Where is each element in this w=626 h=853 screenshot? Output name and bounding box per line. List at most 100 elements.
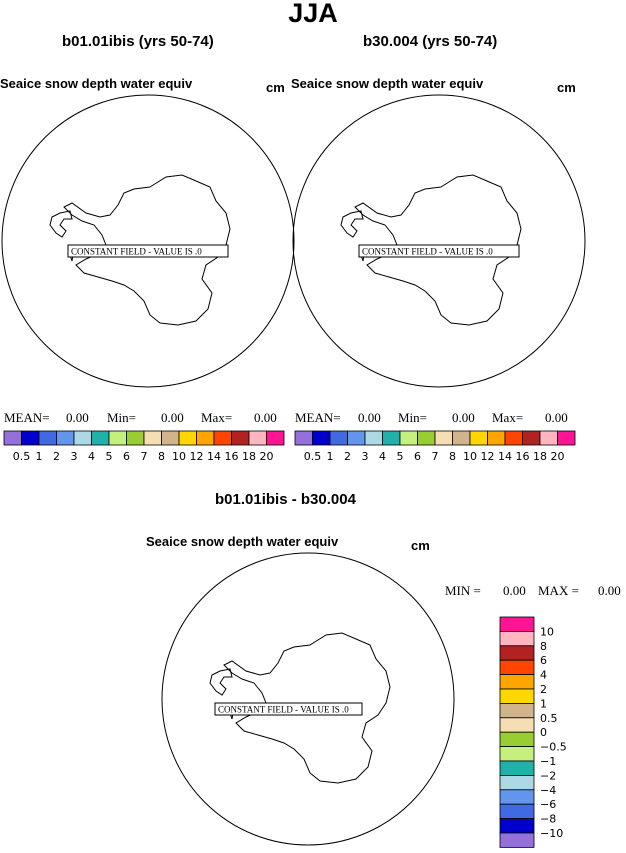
colorbar-swatch bbox=[487, 430, 506, 446]
colorbar-swatch bbox=[91, 430, 110, 446]
colorbar-swatch bbox=[329, 430, 348, 446]
colorbar-swatch bbox=[499, 703, 535, 719]
diff-min-value: 0.00 bbox=[503, 583, 526, 598]
constant-field-label: CONSTANT FIELD - VALUE IS .0 bbox=[67, 244, 229, 258]
colorbar-swatch bbox=[452, 430, 471, 446]
map-boundary-circle bbox=[292, 94, 586, 388]
constant-field-label: CONSTANT FIELD - VALUE IS .0 bbox=[358, 244, 520, 258]
colorbar-tick-label: 10 bbox=[172, 450, 186, 463]
panel-2-max-label: Max= bbox=[492, 410, 524, 425]
colorbar-tick-label: 14 bbox=[498, 450, 512, 463]
panel-2-mean-value: 0.00 bbox=[358, 410, 381, 425]
colorbar-tick-label: 20 bbox=[551, 450, 565, 463]
panel-1-min-label: Min= bbox=[107, 410, 137, 425]
colorbar-swatch bbox=[499, 803, 535, 819]
svg-text:CONSTANT FIELD - VALUE IS .0: CONSTANT FIELD - VALUE IS .0 bbox=[218, 705, 349, 715]
colorbar-tick-label: 7 bbox=[432, 450, 439, 463]
colorbar-swatch bbox=[499, 789, 535, 805]
colorbar-tick-label: 2 bbox=[53, 450, 60, 463]
colorbar-tick-label: 20 bbox=[260, 450, 274, 463]
colorbar-swatch bbox=[499, 616, 535, 632]
colorbar-tick-label: 6 bbox=[123, 450, 130, 463]
colorbar-swatch bbox=[499, 746, 535, 762]
colorbar-tick-label: 16 bbox=[516, 450, 530, 463]
panel-2-min-label: Min= bbox=[398, 410, 428, 425]
colorbar-tick-label: 1 bbox=[540, 697, 547, 710]
diff-panel-field-label: Seaice snow depth water equiv bbox=[146, 534, 339, 549]
panel-2-field-label: Seaice snow depth water equiv bbox=[291, 76, 484, 91]
diff-max-label: MAX = bbox=[538, 583, 579, 598]
colorbar-swatch bbox=[504, 430, 523, 446]
colorbar-tick-label: 12 bbox=[190, 450, 204, 463]
colorbar-swatch bbox=[196, 430, 215, 446]
panel-1-units: cm bbox=[266, 80, 285, 95]
panel-1-colorbar: 0.5 1 2 3 4 5 6 7 8 10 12 14 16 18 20 bbox=[3, 430, 285, 463]
colorbar-swatch bbox=[248, 430, 267, 446]
colorbar-tick-label: −8 bbox=[540, 813, 556, 826]
colorbar-tick-label: 0 bbox=[540, 726, 547, 739]
colorbar-tick-label: 3 bbox=[71, 450, 78, 463]
colorbar-swatch bbox=[499, 774, 535, 791]
colorbar-swatch bbox=[499, 659, 535, 676]
colorbar-swatch bbox=[364, 430, 383, 446]
colorbar-tick-label: −4 bbox=[540, 784, 556, 797]
colorbar-swatch bbox=[499, 818, 535, 834]
colorbar-swatch bbox=[126, 430, 145, 446]
panel-2-units: cm bbox=[557, 80, 576, 95]
colorbar-tick-label: 3 bbox=[362, 450, 369, 463]
colorbar-swatch bbox=[399, 430, 418, 446]
colorbar-swatch bbox=[469, 430, 488, 446]
svg-text:CONSTANT FIELD - VALUE IS .0: CONSTANT FIELD - VALUE IS .0 bbox=[71, 247, 202, 257]
colorbar-swatch bbox=[231, 430, 250, 446]
panel-1-title: b01.01ibis (yrs 50-74) bbox=[62, 33, 214, 50]
colorbar-swatch bbox=[417, 430, 436, 446]
colorbar-tick-label: 8 bbox=[158, 450, 165, 463]
colorbar-swatch bbox=[499, 832, 535, 848]
colorbar-tick-label: 4 bbox=[379, 450, 386, 463]
colorbar-tick-label: −6 bbox=[540, 798, 556, 811]
colorbar-swatch bbox=[56, 430, 75, 446]
colorbar-swatch bbox=[557, 430, 576, 446]
colorbar-swatch bbox=[38, 430, 57, 446]
colorbar-swatch bbox=[499, 688, 535, 704]
colorbar-tick-label: 8 bbox=[449, 450, 456, 463]
colorbar-swatch bbox=[499, 630, 535, 647]
colorbar-swatch bbox=[73, 430, 92, 446]
colorbar-swatch bbox=[434, 430, 453, 446]
colorbar-swatch bbox=[213, 430, 232, 446]
colorbar-swatch bbox=[161, 430, 180, 446]
colorbar-tick-label: 18 bbox=[533, 450, 547, 463]
panel-2-max-value: 0.00 bbox=[545, 410, 568, 425]
colorbar-tick-label: 10 bbox=[463, 450, 477, 463]
colorbar-tick-label: 5 bbox=[397, 450, 404, 463]
colorbar-swatch bbox=[266, 430, 285, 446]
diff-panel-units: cm bbox=[411, 538, 430, 553]
panel-1-max-label: Max= bbox=[201, 410, 233, 425]
colorbar-tick-label: 18 bbox=[242, 450, 256, 463]
map-boundary-circle bbox=[1, 94, 295, 388]
colorbar-tick-label: −1 bbox=[540, 755, 556, 768]
panel-1-field-label: Seaice snow depth water equiv bbox=[0, 76, 193, 91]
colorbar-swatch bbox=[499, 731, 535, 747]
colorbar-swatch bbox=[312, 430, 331, 446]
colorbar-swatch bbox=[499, 760, 535, 776]
colorbar-swatch bbox=[539, 430, 558, 446]
svg-text:CONSTANT FIELD - VALUE IS .0: CONSTANT FIELD - VALUE IS .0 bbox=[362, 247, 493, 257]
colorbar-tick-label: 1 bbox=[36, 450, 43, 463]
diff-colorbar: 10 86 421 0.50 −0.5−1−2 −4−6 −8−10 bbox=[499, 616, 567, 848]
colorbar-swatch bbox=[178, 430, 197, 446]
colorbar-swatch bbox=[108, 430, 127, 446]
panel-1-mean-value: 0.00 bbox=[66, 410, 89, 425]
panel-2-mean-label: MEAN= bbox=[295, 410, 341, 425]
colorbar-tick-label: 0.5 bbox=[13, 450, 31, 463]
map-boundary-circle bbox=[161, 552, 455, 846]
diff-min-label: MIN = bbox=[445, 583, 481, 598]
colorbar-swatch bbox=[522, 430, 541, 446]
colorbar-tick-label: 6 bbox=[540, 654, 547, 667]
colorbar-tick-label: 14 bbox=[207, 450, 221, 463]
colorbar-tick-label: −0.5 bbox=[540, 741, 567, 754]
diff-panel-title: b01.01ibis - b30.004 bbox=[215, 491, 356, 508]
colorbar-tick-label: 10 bbox=[540, 625, 554, 638]
colorbar-tick-label: 5 bbox=[106, 450, 113, 463]
panel-2-map: CONSTANT FIELD - VALUE IS .0 bbox=[292, 94, 586, 388]
